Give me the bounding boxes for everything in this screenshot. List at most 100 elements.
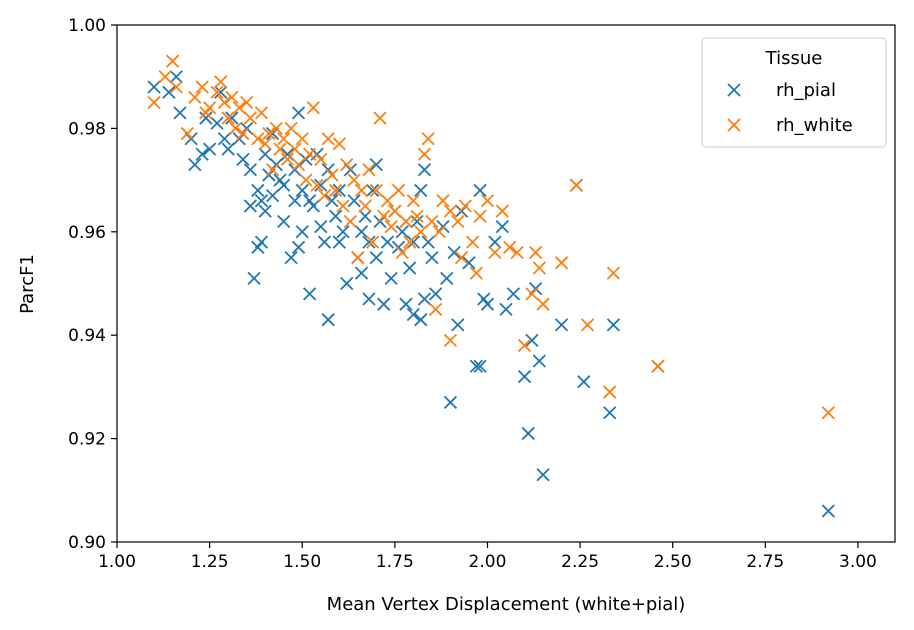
data-point-rh_white: [336, 199, 350, 213]
data-point-rh_pial: [380, 235, 395, 249]
data-point-rh_white: [188, 90, 202, 105]
data-point-rh_pial: [354, 266, 369, 280]
data-point-rh_pial: [525, 333, 539, 348]
y-tick-label: 0.96: [68, 223, 106, 243]
data-point-rh_pial: [425, 251, 439, 265]
data-point-rh_white: [473, 209, 487, 223]
y-tick-label: 0.90: [68, 533, 106, 553]
data-point-rh_white: [269, 121, 283, 136]
data-point-rh_white: [443, 333, 458, 348]
data-point-rh_white: [310, 178, 324, 192]
data-point-rh_white: [388, 204, 402, 218]
data-point-rh_pial: [243, 199, 258, 213]
data-point-rh_white: [369, 183, 383, 198]
data-point-rh_white: [232, 101, 246, 115]
data-point-rh_white: [332, 137, 346, 151]
x-tick-label: 3.00: [839, 552, 877, 572]
data-point-rh_white: [517, 338, 532, 353]
data-point-rh_pial: [225, 111, 239, 125]
y-axis-title-group: ParcF1: [17, 254, 38, 314]
data-point-rh_pial: [280, 147, 295, 161]
data-point-rh_white: [195, 80, 209, 94]
data-point-rh_white: [603, 385, 617, 399]
legend-marker-rh_white: [727, 118, 741, 132]
data-point-rh_pial: [499, 302, 513, 316]
data-point-rh_white: [358, 199, 372, 213]
data-point-rh_pial: [521, 426, 535, 441]
data-point-rh_pial: [417, 292, 432, 306]
data-point-rh_pial: [473, 183, 487, 198]
data-point-rh_white: [529, 245, 543, 260]
x-tick-label: 1.00: [98, 552, 136, 572]
data-point-rh_pial: [469, 359, 483, 373]
data-point-rh_pial: [169, 70, 183, 84]
data-point-rh_pial: [554, 318, 569, 332]
data-point-rh_pial: [532, 354, 546, 368]
data-point-rh_white: [414, 225, 428, 239]
data-point-rh_pial: [336, 225, 350, 239]
data-point-rh_pial: [254, 235, 269, 249]
data-point-rh_pial: [517, 369, 532, 384]
data-point-rh_white: [303, 147, 317, 161]
series-rh_white: [147, 54, 835, 420]
data-point-rh_pial: [251, 183, 265, 198]
data-point-rh_white: [421, 132, 435, 146]
legend-label-rh_white: rh_white: [776, 115, 853, 136]
data-point-rh_white: [343, 214, 358, 229]
data-point-rh_pial: [395, 225, 409, 239]
data-point-rh_white: [351, 251, 365, 265]
data-point-rh_white: [532, 261, 546, 275]
data-point-rh_pial: [406, 235, 421, 249]
data-point-rh_pial: [291, 240, 306, 254]
data-point-rh_pial: [306, 199, 320, 213]
plot-area-frame: [116, 24, 896, 543]
data-point-rh_white: [210, 85, 224, 99]
data-point-rh_pial: [417, 163, 432, 177]
data-point-rh_white: [395, 245, 409, 260]
data-point-rh_pial: [414, 183, 428, 198]
data-point-rh_white: [214, 75, 228, 89]
data-point-rh_pial: [536, 468, 550, 482]
data-point-rh_pial: [506, 287, 521, 301]
data-point-rh_pial: [314, 219, 328, 234]
data-point-rh_white: [466, 235, 480, 249]
data-point-rh_white: [147, 95, 161, 110]
data-point-rh_white: [451, 214, 465, 229]
data-point-rh_pial: [277, 178, 291, 192]
x-tick-label: 2.50: [654, 552, 692, 572]
data-point-rh_white: [399, 214, 413, 229]
data-point-rh_pial: [284, 251, 298, 265]
data-point-rh_pial: [480, 297, 495, 311]
data-point-rh_pial: [328, 209, 343, 223]
data-point-rh_pial: [295, 183, 309, 198]
data-point-rh_pial: [214, 85, 228, 99]
data-point-rh_pial: [199, 111, 213, 125]
data-point-rh_pial: [365, 183, 380, 198]
data-point-rh_white: [536, 297, 550, 311]
data-point-rh_white: [165, 54, 180, 68]
data-point-rh_pial: [188, 157, 202, 172]
data-point-rh_pial: [254, 194, 269, 208]
data-point-rh_white: [306, 101, 320, 115]
data-point-rh_pial: [377, 297, 391, 311]
data-point-rh_white: [265, 163, 280, 177]
data-point-rh_pial: [403, 261, 417, 275]
x-tick-label: 2.25: [561, 552, 599, 572]
data-point-rh_pial: [495, 219, 509, 234]
data-point-rh_pial: [265, 188, 280, 203]
x-tick-label: 2.75: [746, 552, 784, 572]
series-rh_pial: [147, 70, 835, 518]
data-point-rh_white: [354, 183, 369, 198]
data-point-rh_pial: [362, 292, 376, 306]
data-point-rh_pial: [236, 152, 250, 167]
data-point-rh_white: [432, 225, 446, 239]
data-point-rh_white: [321, 132, 335, 146]
data-point-rh_white: [391, 183, 406, 198]
data-point-rh_pial: [303, 287, 317, 301]
data-point-rh_pial: [577, 375, 591, 389]
data-point-rh_pial: [210, 116, 224, 130]
y-tick-label: 1.00: [68, 16, 106, 36]
data-point-rh_white: [202, 101, 217, 115]
data-point-rh_pial: [606, 318, 621, 332]
